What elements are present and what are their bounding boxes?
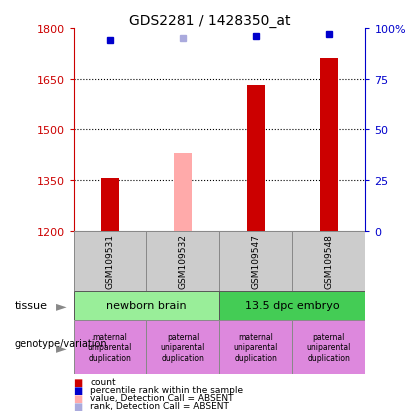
Bar xyxy=(147,320,220,374)
Bar xyxy=(220,320,292,374)
Text: genotype/variation: genotype/variation xyxy=(15,338,108,348)
Text: GSM109531: GSM109531 xyxy=(105,234,115,289)
Text: newborn brain: newborn brain xyxy=(106,301,187,311)
Text: GDS2281 / 1428350_at: GDS2281 / 1428350_at xyxy=(129,14,291,28)
Bar xyxy=(320,59,338,231)
Bar xyxy=(174,154,192,231)
Text: ■: ■ xyxy=(74,393,83,403)
Bar xyxy=(147,231,220,291)
Text: maternal
uniparental
duplication: maternal uniparental duplication xyxy=(234,332,278,362)
Bar xyxy=(220,231,292,291)
Text: GSM109547: GSM109547 xyxy=(252,234,260,289)
Bar xyxy=(292,231,365,291)
Text: maternal
uniparental
duplication: maternal uniparental duplication xyxy=(88,332,132,362)
Text: rank, Detection Call = ABSENT: rank, Detection Call = ABSENT xyxy=(90,401,229,410)
Text: paternal
uniparental
duplication: paternal uniparental duplication xyxy=(307,332,351,362)
Text: ■: ■ xyxy=(74,377,83,387)
Text: ►: ► xyxy=(55,299,66,313)
Text: 13.5 dpc embryo: 13.5 dpc embryo xyxy=(245,301,340,311)
Bar xyxy=(220,291,365,320)
Bar xyxy=(74,291,220,320)
Bar xyxy=(101,179,119,231)
Bar xyxy=(74,231,147,291)
Bar xyxy=(74,320,147,374)
Text: ■: ■ xyxy=(74,401,83,411)
Text: GSM109532: GSM109532 xyxy=(178,234,187,289)
Bar xyxy=(292,320,365,374)
Text: GSM109548: GSM109548 xyxy=(324,234,333,289)
Text: tissue: tissue xyxy=(15,301,48,311)
Text: value, Detection Call = ABSENT: value, Detection Call = ABSENT xyxy=(90,393,234,402)
Text: ■: ■ xyxy=(74,385,83,395)
Text: paternal
uniparental
duplication: paternal uniparental duplication xyxy=(161,332,205,362)
Text: count: count xyxy=(90,377,116,387)
Text: ►: ► xyxy=(55,340,66,354)
Text: percentile rank within the sample: percentile rank within the sample xyxy=(90,385,244,394)
Bar xyxy=(247,86,265,231)
